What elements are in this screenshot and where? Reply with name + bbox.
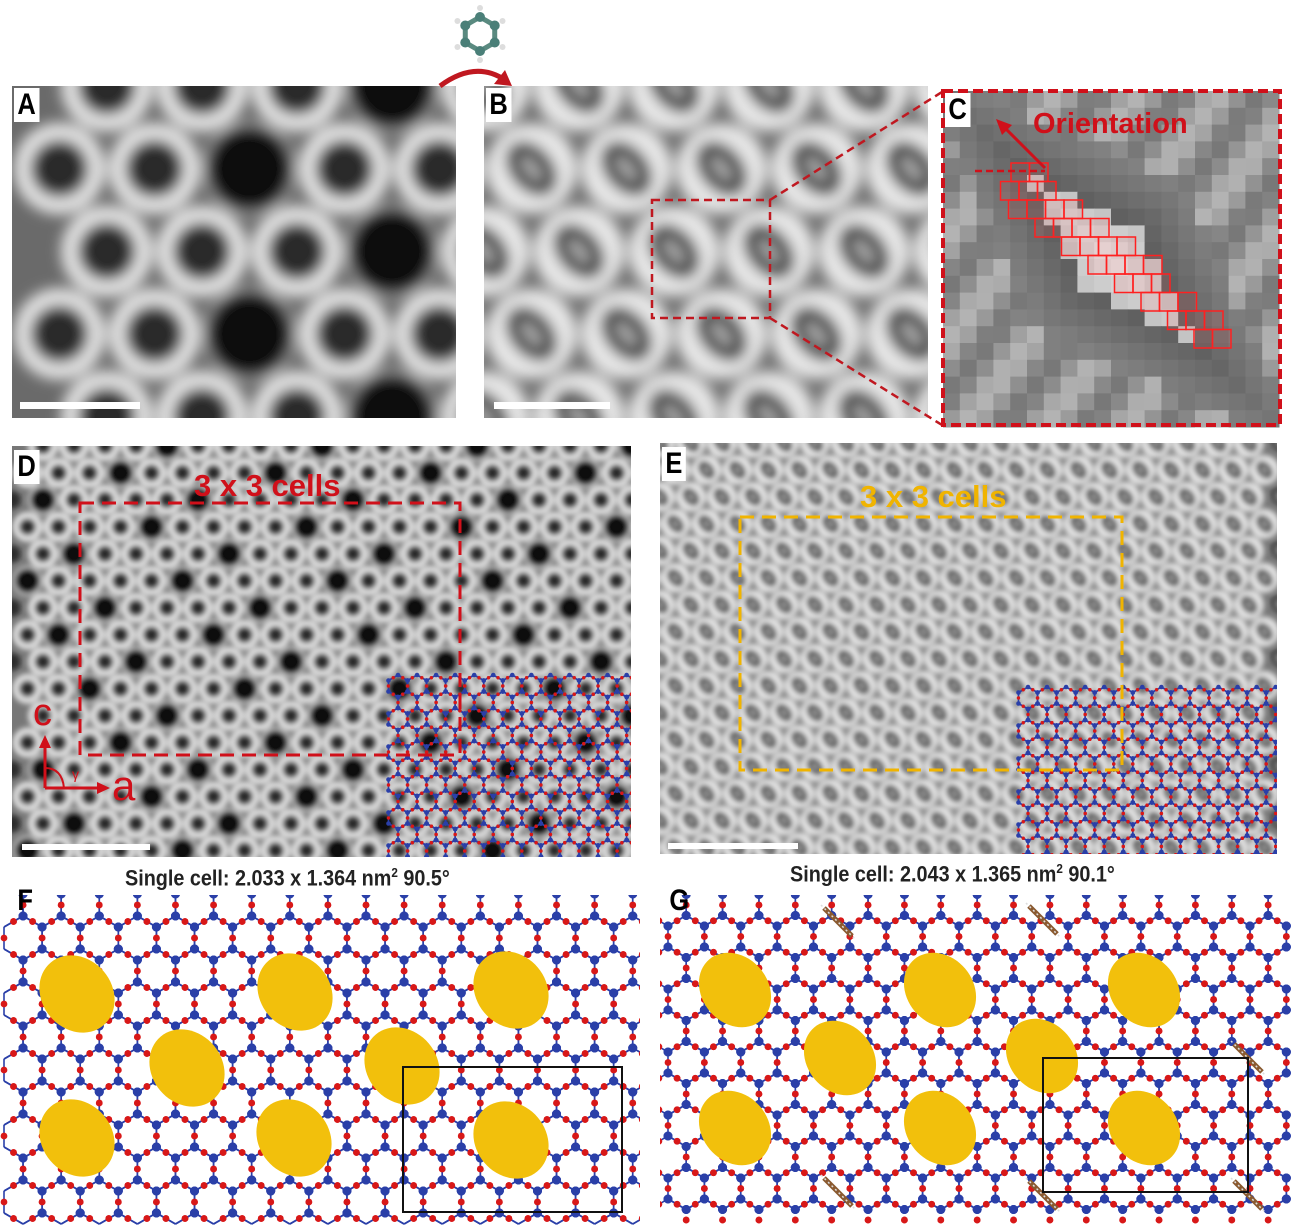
scale-bar — [494, 402, 610, 409]
pore-region — [257, 953, 333, 1031]
cell-caption-e: Single cell: 2.043 x 1.365 nm2 90.1° — [790, 861, 1115, 887]
panel-label-c: C — [945, 93, 971, 127]
curved-arrow-icon — [438, 68, 507, 89]
cells-label: 3 x 3 cells — [194, 468, 341, 503]
pore-region — [698, 952, 772, 1028]
scale-bar — [20, 402, 140, 409]
panel-d-micrograph — [12, 446, 631, 857]
pore-region — [1005, 1018, 1079, 1094]
panel-label-e: E — [662, 447, 686, 481]
unit-cell-box — [78, 501, 462, 757]
scale-bar — [22, 844, 150, 850]
panel-label-a: A — [14, 88, 40, 122]
pore-region — [39, 1099, 115, 1177]
panel-f-structure-model — [0, 895, 640, 1225]
panel-a-micrograph — [12, 86, 456, 418]
gamma-angle-label: γ — [72, 766, 79, 782]
pore-region — [903, 952, 977, 1028]
panel-e-micrograph — [660, 443, 1277, 854]
unit-cell-box — [738, 515, 1124, 772]
pore-region — [39, 955, 115, 1033]
orientation-label: Orientation — [1033, 108, 1188, 140]
pore-region — [256, 1099, 332, 1177]
axes-icon — [39, 735, 110, 794]
benzene-molecule-icon — [454, 5, 506, 63]
panel-label-d: D — [14, 450, 40, 484]
pore-region — [698, 1090, 772, 1166]
zoom-connector — [769, 90, 943, 202]
panel-label-g: G — [669, 884, 690, 917]
pore-region — [1107, 1090, 1181, 1166]
panel-c-pixel-zoom — [941, 89, 1282, 428]
panel-label-f: F — [17, 884, 33, 917]
cells-label: 3 x 3 cells — [860, 479, 1007, 514]
panel-label-b: B — [486, 88, 512, 122]
cell-caption-d: Single cell: 2.033 x 1.364 nm2 90.5° — [125, 865, 450, 891]
pore-region — [473, 1101, 549, 1179]
axis-c-label: c — [33, 692, 52, 734]
unit-cell-outline — [402, 1066, 623, 1213]
orientation-arrow-icon — [1001, 124, 1047, 170]
pore-region — [149, 1029, 225, 1107]
zoom-region-box — [650, 198, 772, 320]
scale-bar — [668, 843, 798, 849]
pore-region — [803, 1020, 877, 1096]
axis-a-label: a — [112, 762, 136, 809]
pore-region — [1107, 952, 1181, 1028]
panel-g-structure-model — [660, 895, 1291, 1224]
zoom-connector — [769, 316, 943, 427]
unit-cell-outline — [1042, 1057, 1249, 1193]
pore-region — [903, 1090, 977, 1166]
pore-region — [473, 951, 549, 1029]
